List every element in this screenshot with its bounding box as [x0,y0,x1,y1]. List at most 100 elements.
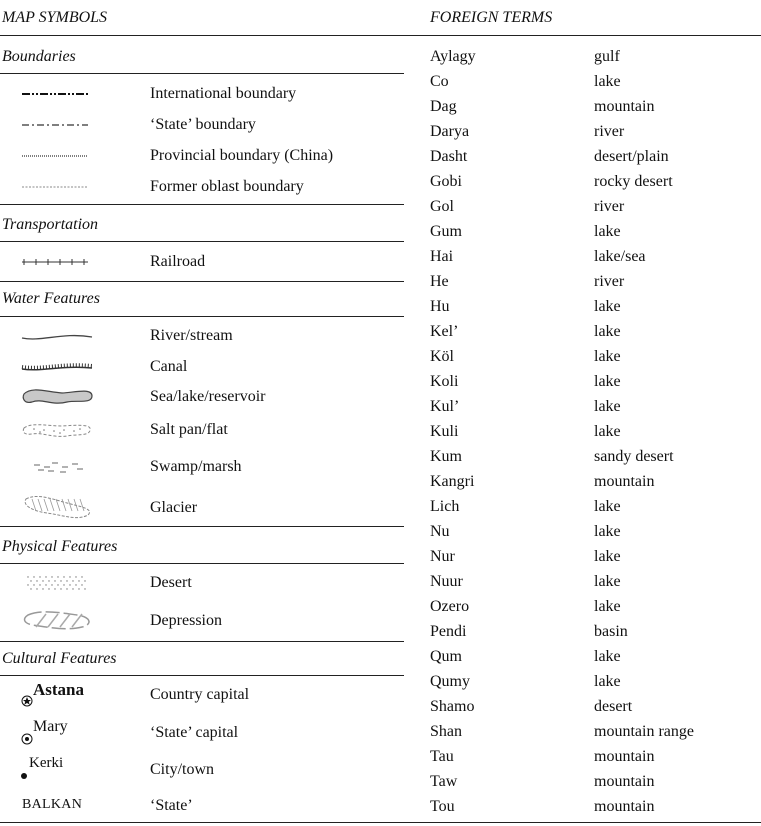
section-heading-transportation: Transportation [2,216,99,233]
term-word: Gol [430,198,454,215]
term-word: Kum [430,448,462,465]
term-meaning: mountain [594,773,655,790]
legend-item-label: Sea/lake/reservoir [150,388,266,405]
legend-item-label: Salt pan/flat [150,421,228,438]
legend-item-label: International boundary [150,85,297,102]
term-meaning: mountain [594,748,655,765]
term-word: Nur [430,548,455,565]
term-meaning: river [594,273,625,290]
term-word: Kul’ [430,398,460,415]
legend-item-label: Depression [150,612,222,629]
desert-shape-icon [27,576,86,590]
star-in-circle-icon [21,695,33,707]
legend-item-label: Swamp/marsh [150,458,242,475]
depression-shape-icon [23,611,90,630]
term-word: Taw [430,773,458,790]
legend-sample-mary: Mary [33,718,68,735]
term-word: Ozero [430,598,470,615]
legend-item-label: Country capital [150,686,250,703]
term-meaning: lake [594,423,621,440]
term-meaning: lake [594,573,621,590]
legend-item-label: ‘State’ capital [150,724,239,741]
term-meaning: mountain [594,798,655,815]
international-boundary-line-icon [22,93,88,95]
term-meaning: basin [594,623,628,640]
legend-item-label: ‘State’ boundary [150,116,256,133]
legend-item-label: ‘State’ [150,797,193,814]
term-word: Tou [430,798,455,815]
term-word: Köl [430,348,454,365]
section-rule [0,526,404,527]
term-meaning: mountain range [594,723,694,740]
term-meaning: river [594,123,625,140]
legend-item-label: City/town [150,761,215,778]
section-rule [0,675,404,676]
term-word: Nu [430,523,450,540]
state-boundary-line-icon [22,124,88,126]
term-meaning: desert [594,698,633,715]
term-word: Dag [430,98,457,115]
term-word: Hu [430,298,450,315]
legend-item-label: Railroad [150,253,206,270]
term-word: Darya [430,123,470,140]
salt-pan-shape-icon [22,424,91,437]
term-meaning: lake/sea [594,248,646,265]
term-word: Dasht [430,148,468,165]
term-meaning: lake [594,298,621,315]
section-rule [0,316,404,317]
provincial-boundary-line-icon [22,155,88,157]
term-word: Pendi [430,623,467,640]
term-word: Qum [430,648,462,665]
term-word: Lich [430,498,460,515]
term-word: Kel’ [430,323,459,340]
swamp-shape-icon [34,462,83,473]
term-meaning: lake [594,323,621,340]
term-word: Aylagy [430,48,476,65]
term-meaning: mountain [594,473,655,490]
section-heading-physical-features: Physical Features [2,538,118,555]
legend-item-label: Desert [150,574,192,591]
legend-item-label: Provincial boundary (China) [150,147,334,164]
legend-item-label: Former oblast boundary [150,178,304,195]
canal-line-icon [21,363,93,371]
term-word: Qumy [430,673,470,690]
term-word: Shan [430,723,462,740]
term-word: Co [430,73,449,90]
railroad-line-icon [22,259,88,265]
term-word: Hai [430,248,454,265]
glacier-shape-icon [24,496,90,519]
legend-item-label: Glacier [150,499,198,516]
section-rule [0,281,404,282]
map-symbols-title: MAP SYMBOLS [2,9,108,26]
legend-sample-astana: Astana [33,680,85,699]
term-meaning: lake [594,373,621,390]
dot-icon [21,773,27,779]
term-word: Kuli [430,423,459,440]
term-meaning: gulf [594,48,620,65]
header-rule [0,35,761,36]
term-word: Gum [430,223,462,240]
term-word: Tau [430,748,454,765]
lake-shape-icon [22,389,93,404]
term-word: Nuur [430,573,463,590]
term-meaning: lake [594,73,621,90]
term-meaning: rocky desert [594,173,673,190]
section-rule [0,204,404,205]
term-meaning: lake [594,223,621,240]
legend-item-label: Canal [150,358,188,375]
term-meaning: lake [594,548,621,565]
term-meaning: lake [594,673,621,690]
section-rule [0,73,404,74]
legend-sample-balkan: BALKAN [22,797,83,812]
term-meaning: lake [594,598,621,615]
term-meaning: lake [594,398,621,415]
section-rule [0,641,404,642]
term-meaning: mountain [594,98,655,115]
term-meaning: lake [594,648,621,665]
section-heading-cultural-features: Cultural Features [2,650,117,667]
term-meaning: desert/plain [594,148,669,165]
term-meaning: river [594,198,625,215]
bottom-rule [0,822,761,823]
term-meaning: lake [594,498,621,515]
